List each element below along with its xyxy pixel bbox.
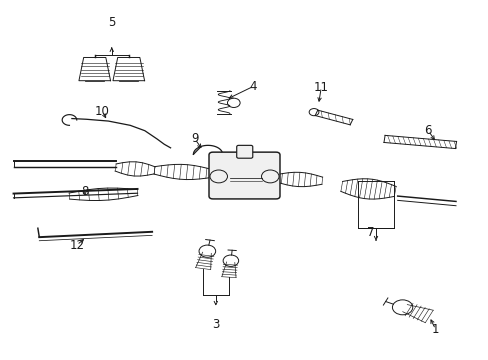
Text: 4: 4 bbox=[249, 80, 257, 93]
Text: 3: 3 bbox=[212, 318, 219, 331]
Text: 9: 9 bbox=[191, 132, 198, 145]
Text: 11: 11 bbox=[313, 81, 328, 94]
Text: 8: 8 bbox=[81, 185, 88, 198]
Text: 10: 10 bbox=[95, 105, 110, 118]
Text: 12: 12 bbox=[69, 239, 84, 252]
Text: 6: 6 bbox=[424, 124, 431, 137]
Polygon shape bbox=[79, 58, 110, 81]
Text: 2: 2 bbox=[270, 152, 278, 165]
Text: 7: 7 bbox=[366, 226, 374, 239]
FancyBboxPatch shape bbox=[236, 145, 252, 158]
FancyBboxPatch shape bbox=[208, 152, 280, 199]
Circle shape bbox=[209, 170, 227, 183]
Text: 1: 1 bbox=[431, 323, 438, 336]
Polygon shape bbox=[113, 58, 144, 81]
Text: 5: 5 bbox=[108, 16, 115, 29]
Circle shape bbox=[261, 170, 279, 183]
